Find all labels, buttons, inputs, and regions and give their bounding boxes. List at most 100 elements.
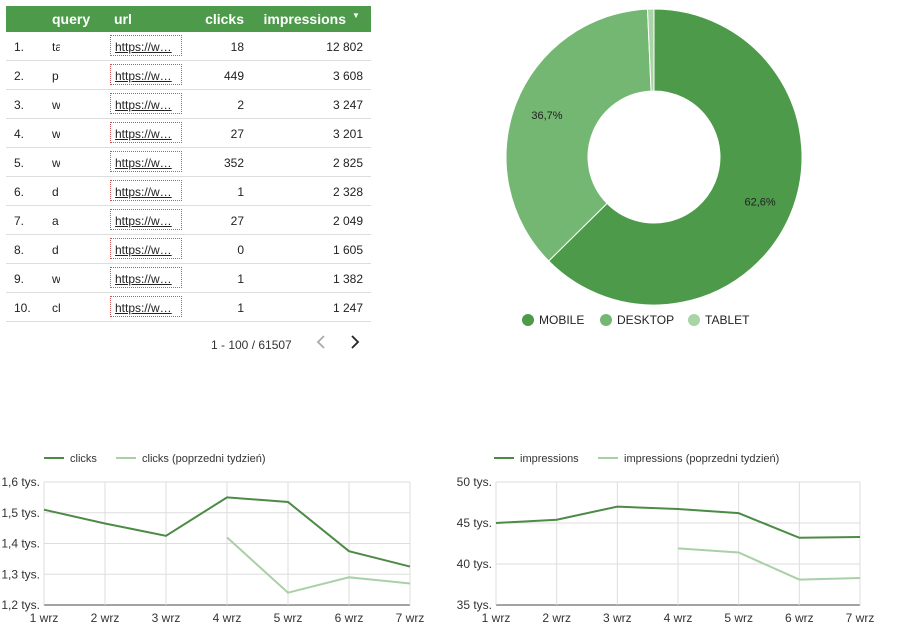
- x-tick-label: 3 wrz: [603, 611, 632, 625]
- row-index: 7.: [14, 214, 25, 228]
- slice-tablet[interactable]: [646, 8, 655, 92]
- chevron-left-icon[interactable]: [312, 332, 330, 352]
- query-cell[interactable]: ta: [52, 40, 60, 54]
- row-index: 9.: [14, 272, 25, 286]
- url-link[interactable]: https://w…: [110, 209, 182, 230]
- series-line-current[interactable]: [495, 505, 861, 539]
- legend-swatch-tablet: [688, 314, 700, 326]
- y-tick-label: 1,3 tys.: [1, 567, 40, 581]
- query-cell[interactable]: w: [52, 272, 60, 286]
- series-line-current[interactable]: [43, 496, 411, 568]
- series-line-previous[interactable]: [226, 536, 411, 594]
- query-cell[interactable]: a: [52, 214, 59, 228]
- table-row[interactable]: 2. p https://w… 449 3 608: [6, 61, 371, 90]
- query-cell[interactable]: w: [52, 156, 60, 170]
- queries-table: query url clicks impressions ▼ 1. ta https…: [6, 6, 371, 352]
- legend-swatch-desktop: [600, 314, 612, 326]
- table-row[interactable]: 9. w https://w… 1 1 382: [6, 264, 371, 293]
- impressions-cell: 3 247: [332, 98, 363, 112]
- table-row[interactable]: 4. w https://w… 27 3 201: [6, 119, 371, 148]
- clicks-line-chart: 1,2 tys. 1,3 tys. 1,4 tys. 1,5 tys. 1,6 tys.…: [1, 453, 424, 625]
- legend-label-previous[interactable]: impressions (poprzedni tydzień): [624, 453, 779, 465]
- table-row[interactable]: 1. ta https://w… 18 12 802: [6, 32, 371, 61]
- y-tick-label: 1,6 tys.: [1, 475, 40, 489]
- chevron-right-icon[interactable]: [346, 332, 364, 352]
- pagination-range: 1 - 100 / 61507: [211, 338, 292, 352]
- clicks-cell: 1: [237, 301, 244, 315]
- row-index: 6.: [14, 185, 25, 199]
- url-link[interactable]: https://w…: [110, 296, 182, 317]
- header-query[interactable]: query: [52, 11, 91, 27]
- query-cell[interactable]: d: [52, 185, 59, 199]
- x-tick-label: 4 wrz: [213, 611, 242, 625]
- clicks-cell: 0: [237, 243, 244, 257]
- url-link[interactable]: https://w…: [110, 122, 182, 143]
- impressions-cell: 3 608: [332, 69, 363, 83]
- impressions-cell: 1 247: [332, 301, 363, 315]
- impressions-cell: 2 825: [332, 156, 363, 170]
- legend-label-tablet[interactable]: TABLET: [705, 313, 750, 327]
- x-tick-label: 7 wrz: [846, 611, 875, 625]
- legend-label-current[interactable]: impressions: [520, 453, 579, 465]
- legend-label-current[interactable]: clicks: [70, 453, 97, 465]
- table-row[interactable]: 6. d https://w… 1 2 328: [6, 177, 371, 206]
- slice-label-mobile: 62,6%: [745, 196, 776, 208]
- clicks-cell: 449: [223, 69, 244, 83]
- row-index: 3.: [14, 98, 25, 112]
- legend-label-previous[interactable]: clicks (poprzedni tydzień): [142, 453, 266, 465]
- clicks-cell: 1: [237, 185, 244, 199]
- table-row[interactable]: 3. w https://w… 2 3 247: [6, 90, 371, 119]
- query-cell[interactable]: w: [52, 98, 60, 112]
- impressions-cell: 2 328: [332, 185, 363, 199]
- x-tick-label: 4 wrz: [664, 611, 693, 625]
- table-header: query url clicks impressions ▼: [6, 6, 371, 32]
- row-index: 8.: [14, 243, 25, 257]
- sort-desc-icon[interactable]: ▼: [352, 11, 360, 20]
- y-tick-label: 1,4 tys.: [1, 537, 40, 551]
- x-tick-label: 2 wrz: [91, 611, 120, 625]
- y-tick-label: 1,2 tys.: [1, 598, 40, 612]
- x-tick-label: 6 wrz: [335, 611, 364, 625]
- url-link[interactable]: https://w…: [110, 238, 182, 259]
- header-clicks[interactable]: clicks: [205, 11, 244, 27]
- query-cell[interactable]: d: [52, 243, 59, 257]
- url-link[interactable]: https://w…: [110, 35, 182, 56]
- y-tick-label: 50 tys.: [457, 475, 492, 489]
- query-cell[interactable]: w: [52, 127, 60, 141]
- legend-label-desktop[interactable]: DESKTOP: [617, 313, 674, 327]
- row-index: 2.: [14, 69, 25, 83]
- x-tick-label: 5 wrz: [724, 611, 753, 625]
- clicks-cell: 2: [237, 98, 244, 112]
- url-link[interactable]: https://w…: [110, 93, 182, 114]
- clicks-cell: 352: [223, 156, 244, 170]
- url-link[interactable]: https://w…: [110, 267, 182, 288]
- impressions-line-chart: 35 tys. 40 tys. 45 tys. 50 tys. 1 wrz 2 wrz 3 …: [457, 453, 875, 625]
- x-tick-label: 2 wrz: [542, 611, 571, 625]
- table-row[interactable]: 8. d https://w… 0 1 605: [6, 235, 371, 264]
- header-url[interactable]: url: [114, 11, 132, 27]
- table-row[interactable]: 10. cl https://w… 1 1 247: [6, 293, 371, 322]
- slice-mobile[interactable]: [547, 8, 803, 306]
- query-cell[interactable]: p: [52, 69, 59, 83]
- query-cell[interactable]: cl: [52, 301, 60, 315]
- legend-label-mobile[interactable]: MOBILE: [539, 313, 584, 327]
- impressions-cell: 3 201: [332, 127, 363, 141]
- clicks-cell: 27: [230, 127, 244, 141]
- slice-desktop[interactable]: [505, 8, 652, 262]
- x-tick-label: 1 wrz: [482, 611, 511, 625]
- y-tick-label: 45 tys.: [457, 516, 492, 530]
- clicks-cell: 1: [237, 272, 244, 286]
- legend-swatch-mobile: [522, 314, 534, 326]
- url-link[interactable]: https://w…: [110, 64, 182, 85]
- y-tick-label: 40 tys.: [457, 557, 492, 571]
- table-row[interactable]: 5. w https://w… 352 2 825: [6, 148, 371, 177]
- url-link[interactable]: https://w…: [110, 180, 182, 201]
- url-link[interactable]: https://w…: [110, 151, 182, 172]
- header-impressions[interactable]: impressions: [263, 11, 346, 27]
- series-line-previous[interactable]: [677, 547, 861, 581]
- pagination: 1 - 100 / 61507: [6, 330, 371, 354]
- table-row[interactable]: 7. a https://w… 27 2 049: [6, 206, 371, 235]
- impressions-cell: 2 049: [332, 214, 363, 228]
- table-body: 1. ta https://w… 18 12 802 2. p https://w… 449 3 …: [6, 32, 371, 322]
- slice-label-desktop: 36,7%: [531, 110, 562, 122]
